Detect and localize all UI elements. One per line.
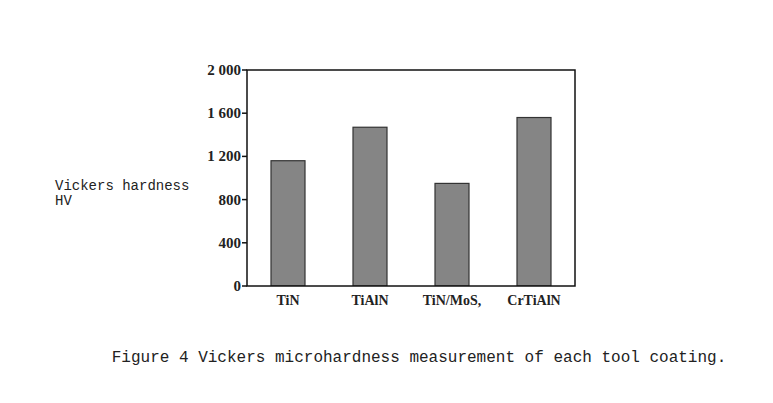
y-tick: [242, 156, 247, 158]
y-tick: [242, 112, 247, 114]
y-tick: [242, 69, 247, 71]
y-tick: [242, 285, 247, 287]
x-tick-label: TiN/MoS,: [423, 293, 481, 308]
y-tick-label: 2 000: [207, 62, 241, 78]
bar: [353, 127, 387, 286]
caption: Figure 4 Vickers microhardness measureme…: [112, 349, 727, 367]
bars: [271, 118, 551, 286]
bar: [517, 118, 551, 286]
y-axis-label: Vickers hardnessHV: [55, 178, 189, 209]
y-tick-label: 800: [219, 192, 242, 208]
y-tick-label: 1 600: [207, 105, 241, 121]
x-tick-label: TiN: [276, 293, 299, 308]
y-axis-label-line: HV: [55, 193, 72, 209]
chart: 0 400 800 1 200 1 600 2 000 TiN TiAlN TiN/MoS, Cr…: [0, 0, 773, 403]
y-tick: [242, 242, 247, 244]
y-axis-label-line: Vickers hardness: [55, 178, 189, 194]
bar: [271, 161, 305, 286]
y-tick-label: 0: [234, 278, 242, 294]
x-tick-label: TiAlN: [351, 293, 388, 308]
y-tick-label: 1 200: [207, 148, 241, 164]
y-tick-label: 400: [219, 235, 242, 251]
y-tick: [242, 199, 247, 201]
plot-frame: [247, 70, 575, 286]
chart-root: 0 400 800 1 200 1 600 2 000 TiN TiAlN TiN/MoS, Cr…: [0, 0, 773, 403]
x-tick-label: CrTiAlN: [507, 293, 560, 308]
bar: [435, 183, 469, 286]
